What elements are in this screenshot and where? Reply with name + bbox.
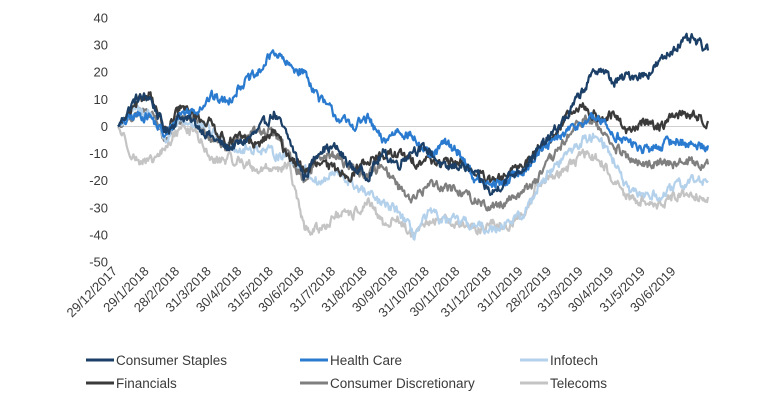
y-tick-label: -30 bbox=[89, 200, 108, 215]
x-axis-ticks: 29/12/201729/1/201828/2/201831/3/201830/… bbox=[63, 264, 678, 321]
legend-label: Infotech bbox=[550, 353, 598, 368]
legend-label: Telecoms bbox=[550, 376, 607, 391]
y-tick-label: 10 bbox=[94, 92, 108, 107]
y-tick-label: -20 bbox=[89, 173, 108, 188]
series-line-consumer-staples bbox=[117, 32, 710, 196]
legend-label: Consumer Staples bbox=[116, 353, 227, 368]
series-line-financials bbox=[117, 91, 710, 184]
legend-label: Financials bbox=[116, 376, 177, 391]
y-tick-label: -40 bbox=[89, 227, 108, 242]
legend-label: Health Care bbox=[330, 353, 402, 368]
y-tick-label: 40 bbox=[94, 11, 108, 26]
series-lines bbox=[116, 32, 710, 241]
y-tick-label: 0 bbox=[101, 119, 108, 134]
series-line-health-care bbox=[117, 49, 710, 189]
y-tick-label: 20 bbox=[94, 65, 108, 80]
legend-label: Consumer Discretionary bbox=[330, 376, 475, 391]
y-axis-ticks: 40 30 20 10 0 -10 -20 -30 -40 -50 bbox=[89, 11, 108, 270]
y-tick-label: 30 bbox=[94, 38, 108, 53]
y-tick-label: -50 bbox=[89, 255, 108, 270]
legend: Consumer Staples Health Care Infotech Finan… bbox=[86, 353, 607, 391]
y-tick-label: -10 bbox=[89, 146, 108, 161]
